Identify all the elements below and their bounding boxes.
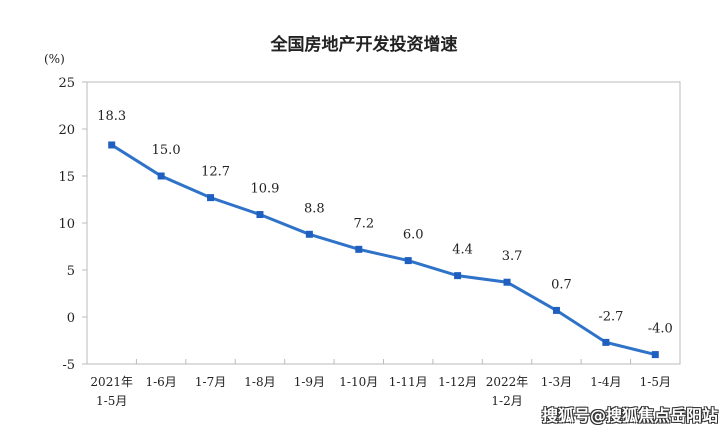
- y-tick-label: -5: [62, 358, 75, 373]
- y-axis-unit: (%): [44, 52, 65, 66]
- data-label: 6.0: [403, 228, 424, 243]
- data-point: [256, 211, 264, 219]
- x-tick-label: 1-2月: [491, 394, 522, 408]
- x-tick-label: 1-10月: [339, 375, 378, 389]
- data-point: [305, 230, 313, 238]
- data-label: 4.4: [452, 243, 473, 258]
- x-tick-label: 2021年: [90, 375, 133, 389]
- data-point: [404, 257, 412, 265]
- x-tick-label: 1-8月: [244, 375, 275, 389]
- data-point: [651, 351, 659, 359]
- data-point: [355, 245, 363, 253]
- x-tick-label: 1-12月: [438, 375, 477, 389]
- data-point: [602, 338, 610, 346]
- data-label: 15.0: [152, 143, 181, 158]
- data-label: -4.0: [648, 322, 673, 337]
- y-tick-label: 5: [67, 264, 75, 279]
- data-label: 12.7: [201, 165, 230, 180]
- data-label: 3.7: [502, 249, 523, 264]
- data-label: -2.7: [598, 309, 623, 324]
- data-label: 8.8: [304, 201, 325, 216]
- y-tick-label: 20: [58, 123, 75, 138]
- data-point: [157, 172, 165, 180]
- x-tick-label: 1-3月: [541, 375, 572, 389]
- x-tick-label: 1-5月: [96, 394, 127, 408]
- x-tick-label: 1-9月: [294, 375, 325, 389]
- data-point: [503, 278, 511, 286]
- data-label: 18.3: [97, 109, 126, 124]
- data-label: 7.2: [353, 216, 374, 231]
- series-line: [110, 143, 656, 357]
- x-tick-label: 1-7月: [195, 375, 226, 389]
- x-tick-label: 1-5月: [640, 375, 671, 389]
- y-tick-label: 15: [58, 170, 75, 185]
- y-tick-label: 25: [58, 76, 75, 91]
- data-label: 10.9: [250, 182, 279, 197]
- y-tick-label: 0: [67, 311, 75, 326]
- x-tick-label: 1-4月: [590, 375, 621, 389]
- data-point: [454, 272, 462, 280]
- data-point: [108, 141, 116, 149]
- plot-frame: [86, 81, 681, 365]
- x-tick-label: 1-11月: [389, 375, 428, 389]
- data-label: 0.7: [551, 277, 572, 292]
- data-point: [552, 306, 560, 314]
- watermark: 搜狐号@搜狐焦点岳阳站: [541, 406, 718, 425]
- data-point: [207, 194, 215, 202]
- x-tick-label: 1-6月: [145, 375, 176, 389]
- y-tick-label: 10: [58, 217, 75, 232]
- chart-title: 全国房地产开发投资增速: [270, 35, 458, 55]
- x-tick-label: 2022年: [486, 375, 529, 389]
